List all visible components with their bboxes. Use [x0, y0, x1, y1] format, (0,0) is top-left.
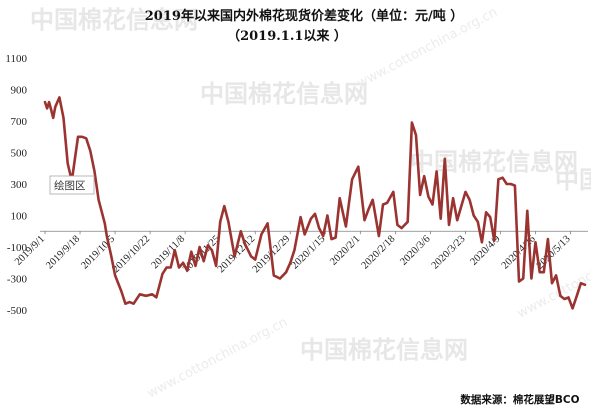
y-tick-label: 100	[11, 211, 28, 223]
y-tick-label: 500	[11, 148, 28, 160]
y-tick-label: 700	[11, 116, 28, 128]
x-tick-label: 2019/9/18	[44, 234, 82, 272]
source-note: 数据来源：棉花展望BCO	[459, 393, 579, 406]
x-tick-label: 2020/2/18	[360, 234, 398, 272]
x-tick-label: 2020/3/23	[430, 234, 468, 272]
y-tick-label: 300	[11, 179, 28, 191]
series-line	[43, 96, 587, 310]
y-tick-label: 900	[11, 85, 28, 97]
watermark-url: www.cottonchina.org.cn	[145, 315, 290, 402]
watermark-text: 中国棉花信息网	[555, 166, 591, 194]
x-tick-label: 2020/3/6	[398, 234, 432, 268]
x-tick-label: 2019/10/22	[111, 234, 153, 276]
y-tick-label: 1100	[5, 53, 27, 65]
x-axis: 2019/9/12019/9/182019/10/52019/10/222019…	[13, 230, 588, 276]
watermark-text: 中国棉花信息网	[30, 6, 198, 34]
chart-title: 2019年以来国内外棉花现货价差变化（单位：元/吨 ）	[145, 8, 463, 24]
watermark-text: 中国棉花信息网	[410, 148, 578, 176]
watermark-layer: 中国棉花信息网www.cottonchina.org.cn中国棉花信息网www.…	[30, 5, 591, 402]
x-tick-label: 2020/4/9	[468, 234, 502, 268]
series-layer	[43, 96, 587, 310]
watermark-text: 中国棉花信息网	[300, 336, 468, 364]
y-tick-label: -300	[7, 274, 28, 286]
callout-text: 绘图区	[54, 179, 86, 192]
y-axis: -500 -300 -100 100 300 500 700 900 1100	[5, 53, 27, 317]
x-tick-label: 2020/5/13	[535, 234, 573, 272]
plot-area-callout: 绘图区	[49, 175, 95, 195]
y-tick-label: -100	[7, 242, 28, 254]
y-tick-label: -500	[7, 305, 28, 317]
chart-subtitle: （2019.1.1以来 ）	[227, 28, 347, 44]
watermark-text: 中国棉花信息网	[200, 80, 368, 108]
